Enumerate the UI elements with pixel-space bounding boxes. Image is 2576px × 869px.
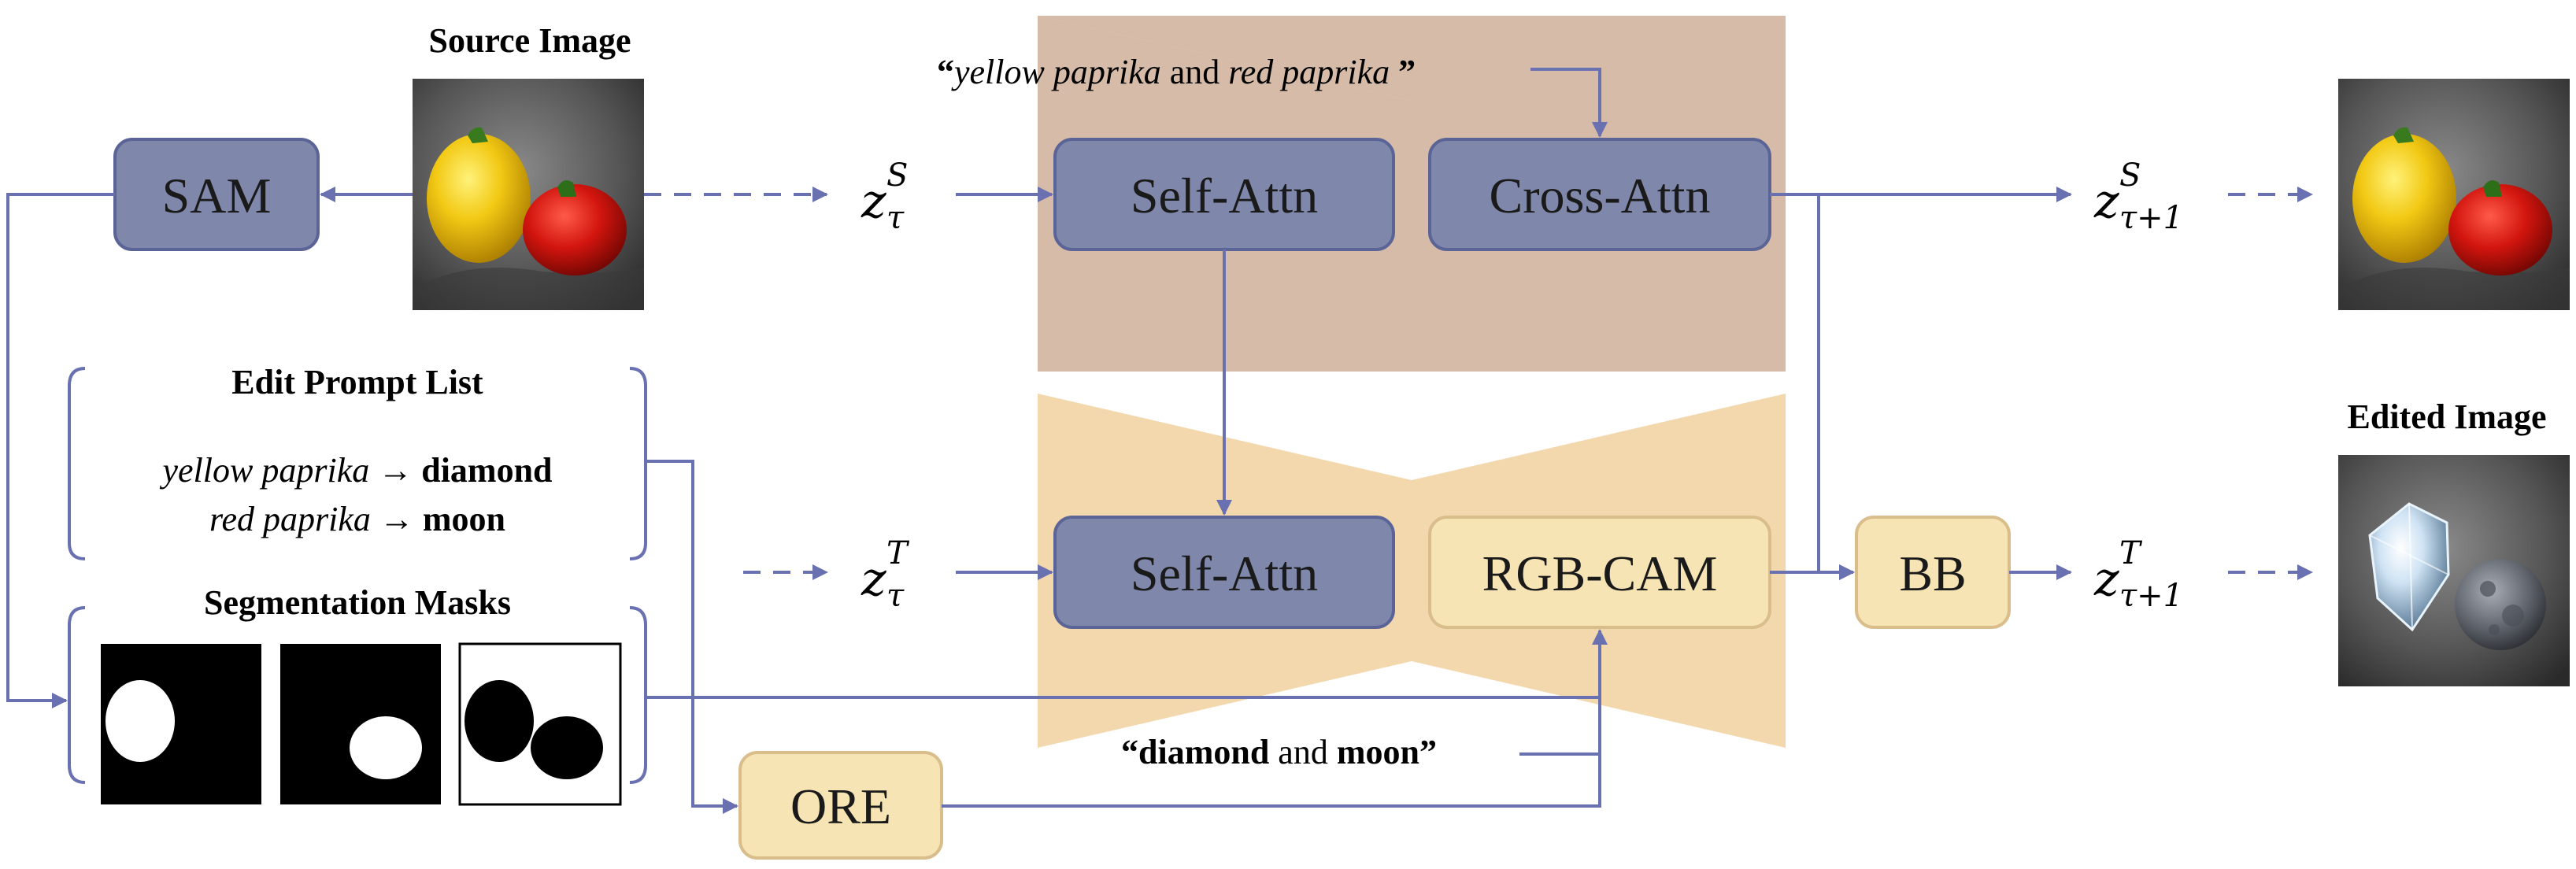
svg-text:T: T [2119,535,2143,571]
edit-prompt-bracket-left [68,367,86,560]
source-prompt: “yellow paprika and red paprika ” [937,53,1416,91]
latent-z-s-tau: z S τ [861,157,908,236]
target-prompt: “diamond and moon” [1121,733,1437,771]
self-attn-bottom-block [1053,516,1395,629]
edit-prompt-list-title: Edit Prompt List [231,363,483,401]
rgb-cam-label: RGB-CAM [1482,545,1718,601]
svg-text:z: z [2093,552,2119,607]
svg-text:τ+1: τ+1 [2119,200,2183,236]
mask-combined [458,642,622,806]
self-attn-bottom-label: Self-Attn [1131,545,1318,601]
svg-text:S: S [2119,157,2141,194]
latent-z-t-tau-plus-1: z T τ+1 [2093,535,2183,614]
cross-attn-label: Cross-Attn [1490,168,1711,224]
ore-label: ORE [790,778,891,834]
svg-text:T: T [886,535,910,571]
svg-text:τ: τ [886,200,905,236]
red-pepper [523,184,627,275]
top-unet-band-shape [1038,16,1786,101]
source-image-label: Source Image [428,21,631,60]
svg-text:z: z [861,552,886,607]
svg-text:τ+1: τ+1 [2119,578,2183,614]
sam-label: SAM [162,168,272,224]
segmentation-masks-title: Segmentation Masks [204,583,511,622]
self-attn-top-label: Self-Attn [1131,168,1318,224]
mask-bracket-left [68,606,86,784]
svg-text:τ: τ [886,578,905,614]
yellow-pepper [427,134,531,263]
mask-yellow-paprika [101,644,261,804]
mask-bracket-right [629,606,647,784]
moon-object [2455,559,2546,650]
edit-prompt-bracket-right [629,367,647,560]
edited-image [2338,455,2570,686]
svg-text:S: S [886,157,908,194]
source-image [413,79,644,310]
edit-prompt-item-1: yellow paprika → diamond [159,451,552,490]
edited-image-label: Edited Image [2348,398,2547,436]
mask-red-paprika [280,644,441,804]
output-source-image [2338,79,2570,310]
svg-text:z: z [861,174,886,229]
latent-z-s-tau-plus-1: z S τ+1 [2093,157,2183,236]
svg-text:z: z [2093,174,2119,229]
edit-prompt-item-2: red paprika → moon [209,500,505,538]
connectors [6,68,2313,814]
latent-z-t-tau: z T τ [861,535,910,614]
bb-label: BB [1899,545,1966,601]
